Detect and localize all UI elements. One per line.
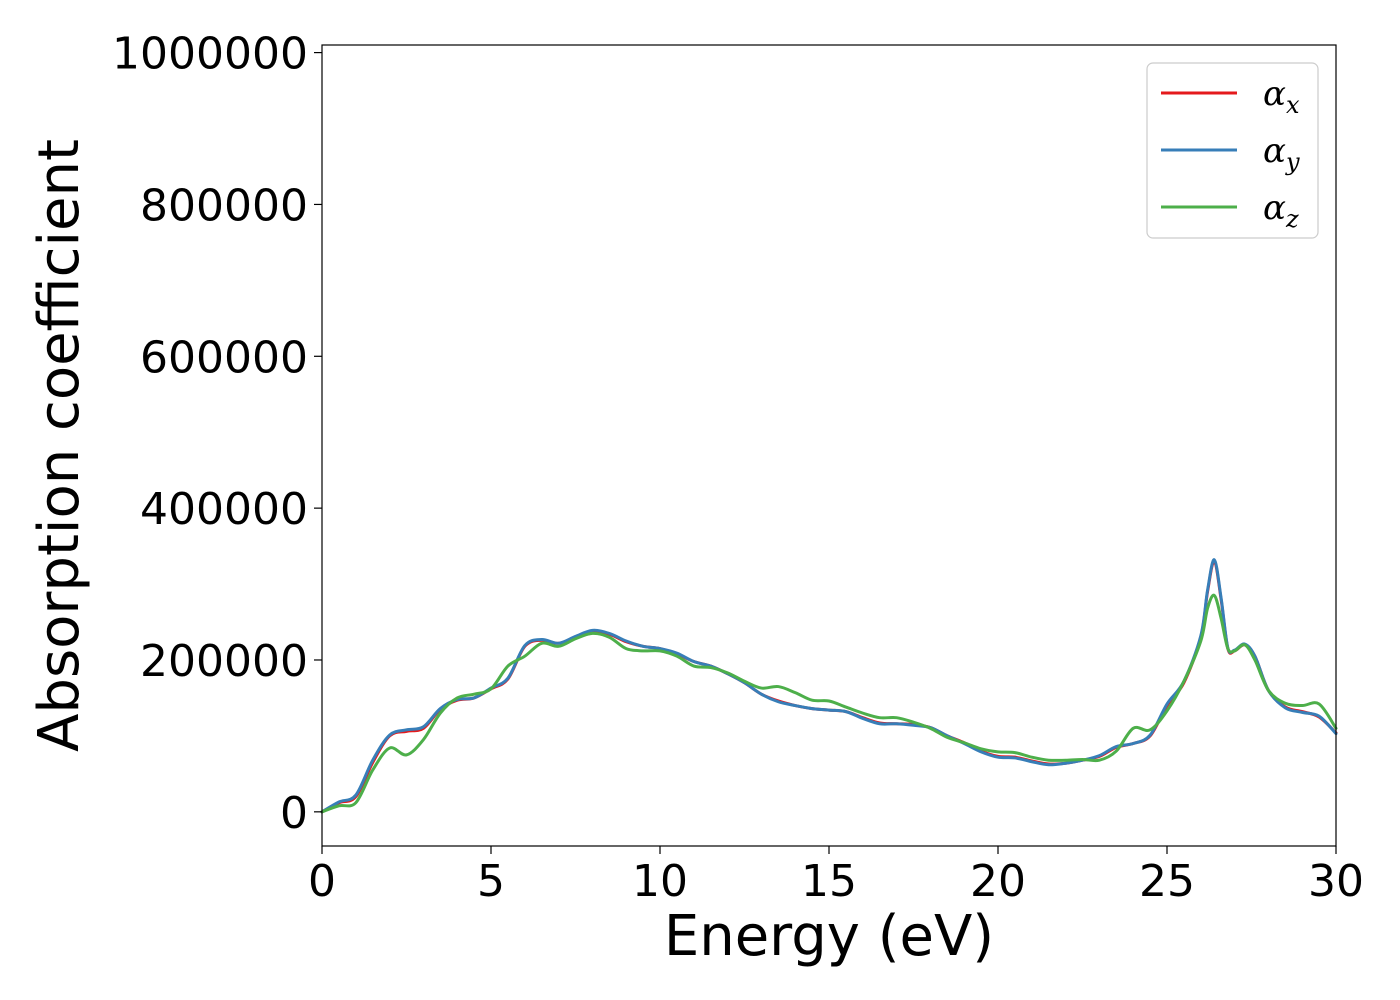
y-tick-label: 800000	[140, 180, 308, 231]
x-tick-label: 20	[970, 856, 1026, 907]
y-axis-ticks: 0 200000 400000 600000 800000 1000000	[112, 29, 322, 839]
series-line-alpha-z	[320, 593, 1338, 814]
series-line-alpha-x	[320, 559, 1338, 814]
x-axis-ticks: 0 5 10 15 20 25 30	[308, 846, 1364, 907]
legend-label: αx	[1263, 74, 1300, 119]
x-tick-label: 5	[477, 856, 505, 907]
y-tick-label: 1000000	[112, 29, 308, 80]
legend-label: αy	[1263, 131, 1300, 176]
x-tick-label: 25	[1139, 856, 1195, 907]
legend: αx αy αz	[1146, 62, 1319, 239]
legend-label: αz	[1263, 188, 1299, 233]
x-tick-label: 30	[1308, 856, 1364, 907]
y-axis-label: Absorption coefficient	[27, 139, 92, 752]
y-tick-label: 600000	[140, 332, 308, 383]
y-tick-label: 400000	[140, 484, 308, 535]
series-layer	[320, 558, 1338, 814]
y-tick-label: 200000	[140, 636, 308, 687]
y-tick-label: 0	[280, 788, 308, 839]
series-line-alpha-y	[320, 558, 1338, 814]
x-tick-label: 10	[632, 856, 688, 907]
x-tick-label: 0	[308, 856, 336, 907]
x-tick-label: 15	[801, 856, 857, 907]
x-axis-label: Energy (eV)	[664, 904, 994, 969]
